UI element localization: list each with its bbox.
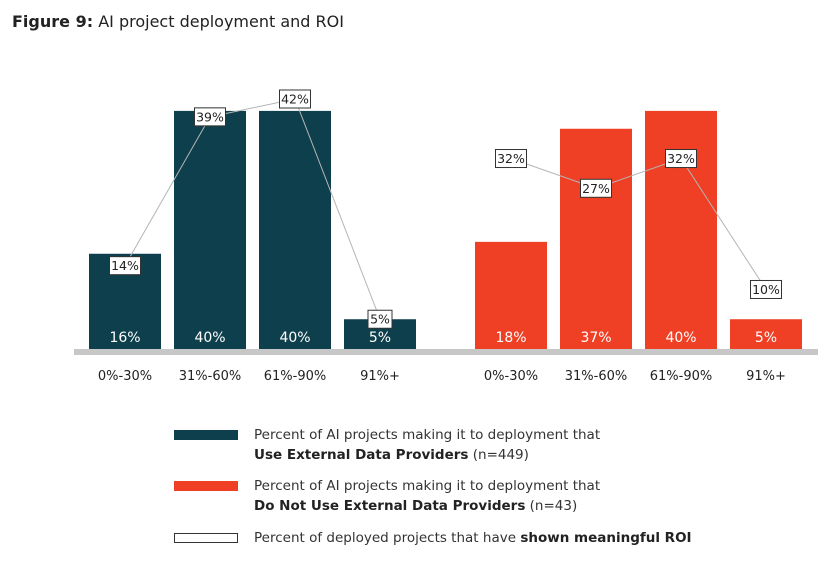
- bar: [730, 319, 802, 349]
- category-label: 91%+: [746, 369, 786, 384]
- roi-marker: [495, 149, 527, 169]
- legend-line1: Percent of AI projects making it to depl…: [254, 427, 601, 443]
- roi-value-label: 32%: [497, 151, 525, 166]
- bar-value-label: 18%: [495, 330, 526, 346]
- legend-swatch-external: [174, 430, 238, 440]
- roi-marker: [665, 149, 697, 169]
- chart-title: Figure 9: AI project deployment and ROI: [12, 12, 344, 31]
- figure-caption: AI project deployment and ROI: [93, 12, 344, 31]
- legend-text-external: Percent of AI projects making it to depl…: [254, 425, 600, 465]
- bar: [560, 128, 632, 349]
- legend-item-roi: Percent of deployed projects that have s…: [174, 528, 692, 548]
- legend-text-roi: Percent of deployed projects that have s…: [254, 528, 692, 548]
- legend-suffix: (n=43): [525, 498, 578, 514]
- roi-value-label: 10%: [752, 282, 780, 297]
- bar-value-label: 5%: [369, 330, 391, 346]
- category-label: 91%+: [360, 369, 400, 384]
- legend-text-no-external: Percent of AI projects making it to depl…: [254, 476, 600, 516]
- roi-value-label: 5%: [370, 312, 390, 327]
- legend-swatch-no-external: [174, 481, 238, 491]
- category-label: 0%-30%: [98, 369, 152, 384]
- roi-marker: [194, 107, 226, 127]
- legend-item-no-external: Percent of AI projects making it to depl…: [174, 476, 600, 516]
- roi-marker: [580, 178, 612, 198]
- roi-marker: [750, 279, 782, 299]
- bar-value-label: 37%: [580, 330, 611, 346]
- category-label: 61%-90%: [264, 369, 326, 384]
- roi-value-label: 14%: [111, 258, 139, 273]
- category-label: 61%-90%: [650, 369, 712, 384]
- bar-chart: 16% 0%-30% 40% 31%-60% 40% 61%-90% 5% 91%+ 14% 39…: [74, 89, 818, 384]
- legend-swatch-roi: [174, 533, 238, 543]
- category-label: 0%-30%: [484, 369, 538, 384]
- bar: [645, 110, 717, 350]
- bar-value-label: 40%: [279, 330, 310, 346]
- roi-value-label: 32%: [667, 151, 695, 166]
- bar-value-label: 40%: [194, 330, 225, 346]
- roi-value-label: 39%: [196, 109, 224, 124]
- legend-bold: Use External Data Providers: [254, 447, 469, 463]
- legend-item-external: Percent of AI projects making it to depl…: [174, 425, 600, 465]
- roi-value-label: 42%: [281, 92, 309, 107]
- roi-line: [510, 157, 767, 290]
- legend-bold: shown meaningful ROI: [520, 530, 692, 546]
- roi-marker: [279, 89, 311, 109]
- bar-value-label: 5%: [755, 330, 777, 346]
- bar-value-label: 16%: [109, 330, 140, 346]
- category-label: 31%-60%: [179, 369, 241, 384]
- legend-line1: Percent of deployed projects that have: [254, 530, 521, 546]
- figure-number: Figure 9:: [12, 12, 94, 31]
- legend-bold: Do Not Use External Data Providers: [254, 498, 526, 514]
- roi-marker: [367, 309, 393, 329]
- roi-line: [124, 98, 381, 320]
- legend-suffix: (n=449): [468, 447, 529, 463]
- bar: [475, 241, 547, 349]
- bar-value-label: 40%: [665, 330, 696, 346]
- legend-line1: Percent of AI projects making it to depl…: [254, 478, 601, 494]
- bar: [174, 110, 246, 350]
- baseline: [74, 349, 818, 355]
- bar: [259, 110, 331, 350]
- roi-value-label: 27%: [582, 181, 610, 196]
- roi-marker: [109, 256, 141, 276]
- category-label: 31%-60%: [565, 369, 627, 384]
